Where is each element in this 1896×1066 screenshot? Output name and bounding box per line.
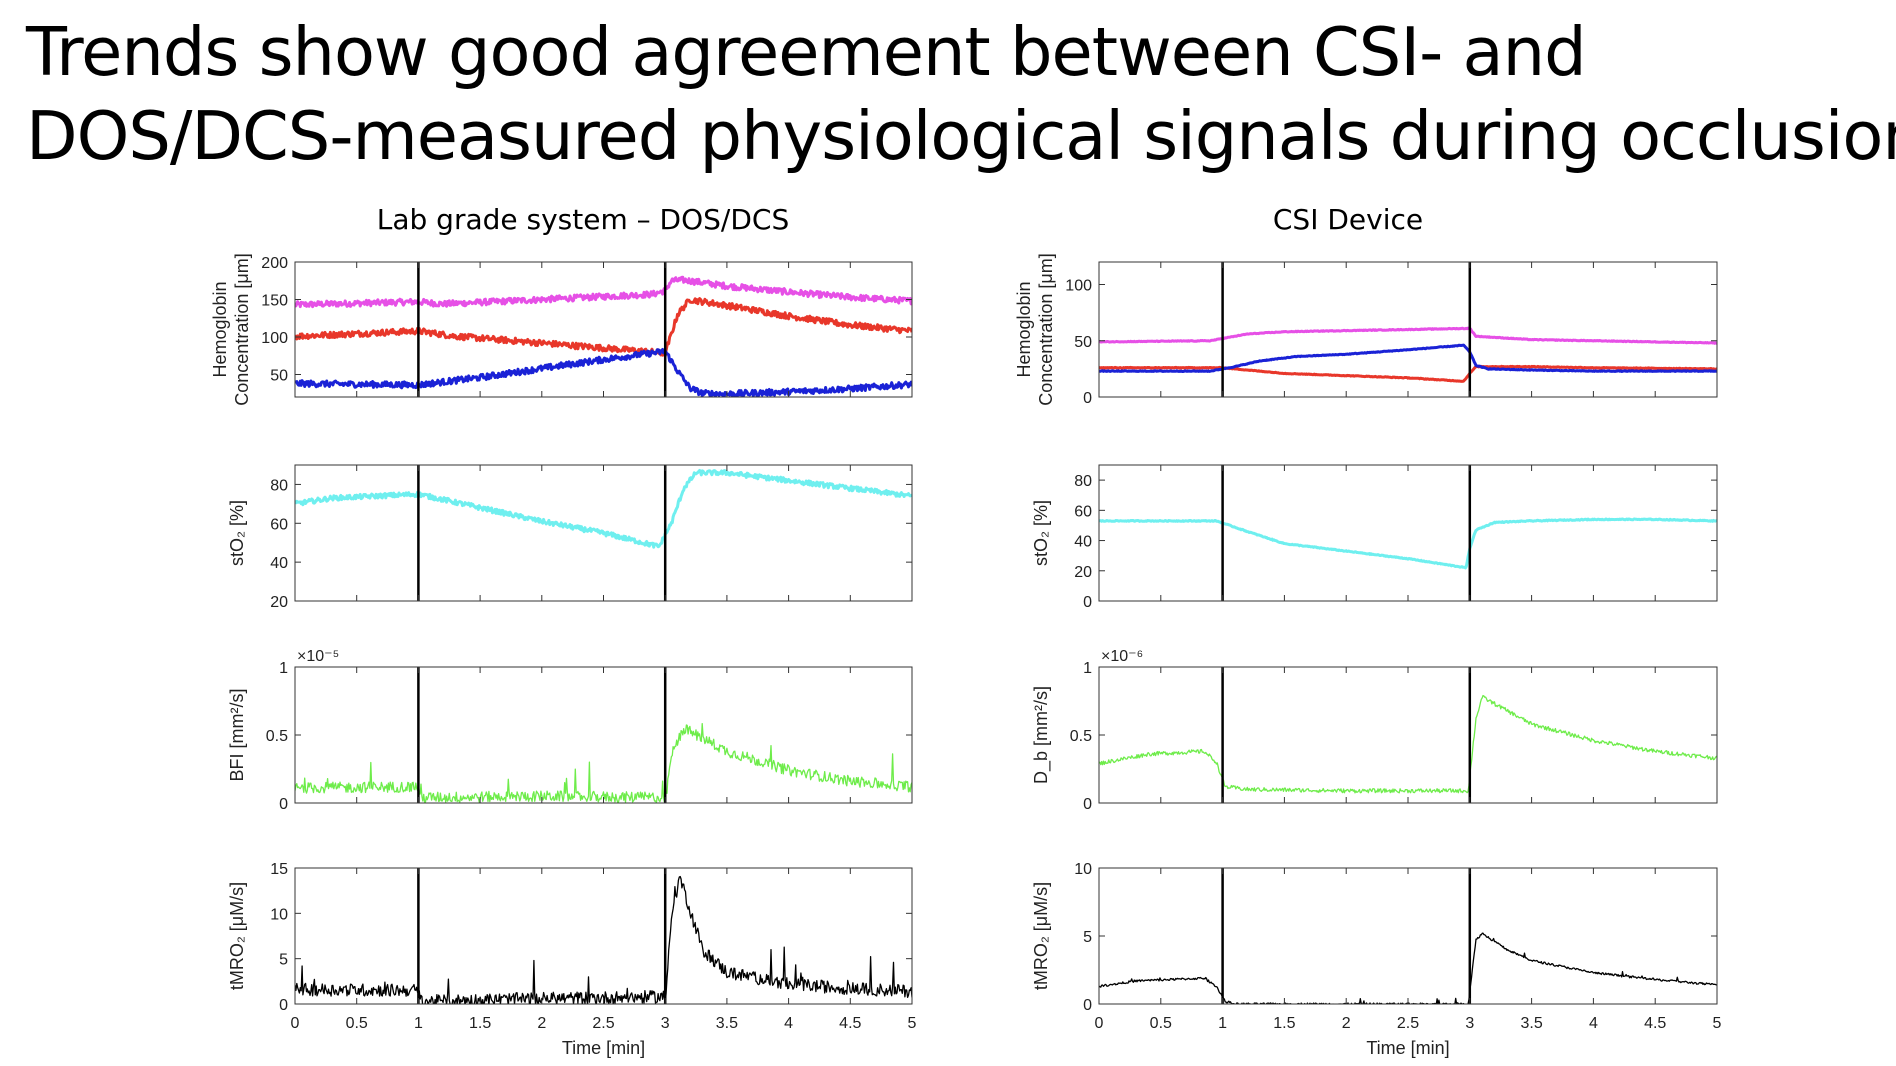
y-tick-label: 60 <box>1074 503 1092 520</box>
series-sto2 <box>295 469 912 549</box>
x-tick-label: 4 <box>784 1015 793 1032</box>
y-tick-label: 0.5 <box>1070 728 1092 745</box>
y-tick-label: 60 <box>270 516 288 533</box>
chart-L1: 50 100 150 200 Hemoglobin Concentration [μm] <box>210 253 913 406</box>
x-tick-label: 2 <box>1342 1015 1351 1032</box>
x-tick-label: 0 <box>291 1015 300 1032</box>
chart-L3: 0 0.5 1 ×10⁻⁵ BFI [mm²/s] <box>227 648 913 813</box>
y-tick-label: 0 <box>279 796 288 813</box>
y-tick-label: 20 <box>1074 564 1092 581</box>
x-tick-label: 5 <box>1713 1015 1722 1032</box>
x-tick-label: 4.5 <box>839 1015 861 1032</box>
y-tick-label: 1 <box>279 660 288 677</box>
y-tick-label: 0.5 <box>266 728 288 745</box>
chart-L4: 0 5 10 15 0 0.5 1 1.5 2 2.5 3 3.5 4 4.5 5 Time [min] tMR… <box>227 861 917 1058</box>
y-tick-label: 10 <box>1074 861 1092 878</box>
x-axis-label: Time [min] <box>1366 1038 1449 1058</box>
y-tick-label: 0 <box>1083 390 1092 407</box>
x-tick-label: 3.5 <box>1520 1015 1542 1032</box>
x-tick-label: 5 <box>908 1015 917 1032</box>
x-tick-label: 1 <box>414 1015 423 1032</box>
y-tick-label: 10 <box>270 906 288 923</box>
y-axis-label: BFI [mm²/s] <box>227 689 247 782</box>
y-tick-label: 100 <box>1065 278 1092 295</box>
y-tick-label: 40 <box>1074 534 1092 551</box>
series-hb <box>295 348 912 397</box>
y-tick-label: 0 <box>279 997 288 1014</box>
axes-box <box>1098 666 1718 804</box>
right-panel-title: CSI Device <box>1272 203 1424 236</box>
y-axis-label: D_b [mm²/s] <box>1031 686 1052 784</box>
x-tick-label: 2 <box>537 1015 546 1032</box>
y-axis-label: stO₂ [%] <box>1031 500 1051 566</box>
axes-box <box>1098 464 1718 602</box>
y-tick-label: 150 <box>261 293 288 310</box>
y-axis-label: tMRO₂ [μM/s] <box>1031 882 1051 990</box>
chart-R4: 0 5 10 0 0.5 1 1.5 2 2.5 3 3.5 4 4.5 5 Time [min] tMRO₂… <box>1031 861 1722 1058</box>
series-total-hb <box>295 275 912 309</box>
y-tick-label: 0 <box>1083 594 1092 611</box>
y-tick-label: 80 <box>1074 473 1092 490</box>
slide-title-line-1: Trends show good agreement between CSI- … <box>26 13 1587 91</box>
x-tick-label: 4 <box>1589 1015 1598 1032</box>
y-tick-label: 40 <box>270 555 288 572</box>
chart-R2: 0 20 40 60 80 stO₂ [%] <box>1031 464 1718 611</box>
axes-box <box>294 666 913 804</box>
y-tick-label: 1 <box>1083 660 1092 677</box>
y-tick-label: 0 <box>1083 796 1092 813</box>
y-tick-label: 0 <box>1083 997 1092 1014</box>
y-axis-label: stO₂ [%] <box>227 500 247 566</box>
y-tick-label: 200 <box>261 255 288 272</box>
slide-title: Trends show good agreement between CSI- … <box>26 10 1896 178</box>
x-tick-label: 1.5 <box>469 1015 491 1032</box>
x-tick-label: 4.5 <box>1644 1015 1666 1032</box>
axes-box <box>1098 867 1718 1005</box>
x-tick-label: 0.5 <box>1150 1015 1172 1032</box>
series-bfi <box>295 722 912 803</box>
y-tick-label: 5 <box>279 952 288 969</box>
axis-exponent: ×10⁻⁶ <box>1101 648 1143 665</box>
x-tick-label: 3 <box>1465 1015 1474 1032</box>
series-hbo2 <box>1099 364 1717 383</box>
y-tick-label: 20 <box>270 594 288 611</box>
series-hb <box>1099 343 1717 373</box>
slide-title-line-2: DOS/DCS-measured physiological signals d… <box>26 97 1896 175</box>
y-tick-label: 100 <box>261 330 288 347</box>
series-hbo2 <box>295 297 912 358</box>
x-tick-label: 1 <box>1218 1015 1227 1032</box>
series-total-hb <box>1099 326 1717 345</box>
x-tick-label: 2.5 <box>592 1015 614 1032</box>
y-tick-label: 5 <box>1083 929 1092 946</box>
y-tick-label: 50 <box>270 368 288 385</box>
x-tick-label: 3.5 <box>716 1015 738 1032</box>
y-axis-label: Hemoglobin Concentration [μm] <box>210 253 252 405</box>
x-tick-label: 0 <box>1095 1015 1104 1032</box>
axis-exponent: ×10⁻⁵ <box>297 648 339 665</box>
y-tick-label: 50 <box>1074 334 1092 351</box>
series-db <box>1099 694 1717 794</box>
y-axis-label: Hemoglobin Concentration [μm] <box>1014 253 1056 405</box>
x-tick-label: 1.5 <box>1273 1015 1295 1032</box>
left-panel-title: Lab grade system – DOS/DCS <box>376 203 790 236</box>
chart-R3: 0 0.5 1 ×10⁻⁶ D_b [mm²/s] <box>1031 648 1718 813</box>
y-tick-label: 80 <box>270 477 288 494</box>
series-tmro2 <box>1099 932 1717 1004</box>
chart-L2: 20 40 60 80 stO₂ [%] <box>227 464 913 611</box>
series-sto2 <box>1099 517 1717 570</box>
y-tick-label: 15 <box>270 861 288 878</box>
x-axis-label: Time [min] <box>562 1038 645 1058</box>
x-tick-label: 0.5 <box>346 1015 368 1032</box>
x-tick-label: 2.5 <box>1397 1015 1419 1032</box>
chart-R1: 0 50 100 Hemoglobin Concentration [μm] <box>1014 253 1718 407</box>
axes-box <box>294 867 913 1005</box>
x-tick-label: 3 <box>661 1015 670 1032</box>
y-axis-label: tMRO₂ [μM/s] <box>227 882 247 990</box>
series-tmro2 <box>295 875 912 1004</box>
